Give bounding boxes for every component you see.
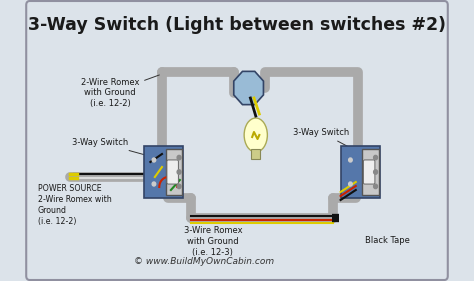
- Text: 3-Wire Romex
with Ground
(i.e. 12-3): 3-Wire Romex with Ground (i.e. 12-3): [183, 226, 242, 257]
- FancyBboxPatch shape: [167, 160, 178, 184]
- FancyBboxPatch shape: [364, 160, 375, 184]
- Circle shape: [374, 170, 378, 174]
- Text: Black Tape: Black Tape: [365, 236, 410, 245]
- Text: 3-Way Switch: 3-Way Switch: [293, 128, 360, 153]
- FancyBboxPatch shape: [165, 149, 182, 195]
- FancyBboxPatch shape: [362, 149, 379, 195]
- Circle shape: [152, 182, 156, 186]
- Text: 2-Wire Romex
with Ground
(i.e. 12-2): 2-Wire Romex with Ground (i.e. 12-2): [81, 75, 159, 108]
- Text: 3-Way Switch: 3-Way Switch: [72, 138, 168, 161]
- Text: 3-Way Switch (Light between switches #2): 3-Way Switch (Light between switches #2): [28, 16, 446, 34]
- FancyBboxPatch shape: [26, 1, 448, 280]
- FancyBboxPatch shape: [144, 146, 183, 198]
- Polygon shape: [234, 71, 264, 105]
- Circle shape: [349, 182, 352, 186]
- Text: POWER SOURCE
2-Wire Romex with
Ground
(i.e. 12-2): POWER SOURCE 2-Wire Romex with Ground (i…: [38, 184, 111, 226]
- Circle shape: [349, 158, 352, 162]
- Circle shape: [177, 170, 181, 174]
- FancyBboxPatch shape: [251, 149, 260, 159]
- Circle shape: [374, 184, 378, 189]
- Circle shape: [177, 155, 181, 160]
- Circle shape: [374, 155, 378, 160]
- Circle shape: [152, 158, 156, 162]
- Circle shape: [177, 184, 181, 189]
- Text: © www.BuildMyOwnCabin.com: © www.BuildMyOwnCabin.com: [134, 257, 274, 266]
- Ellipse shape: [244, 118, 267, 152]
- FancyBboxPatch shape: [341, 146, 380, 198]
